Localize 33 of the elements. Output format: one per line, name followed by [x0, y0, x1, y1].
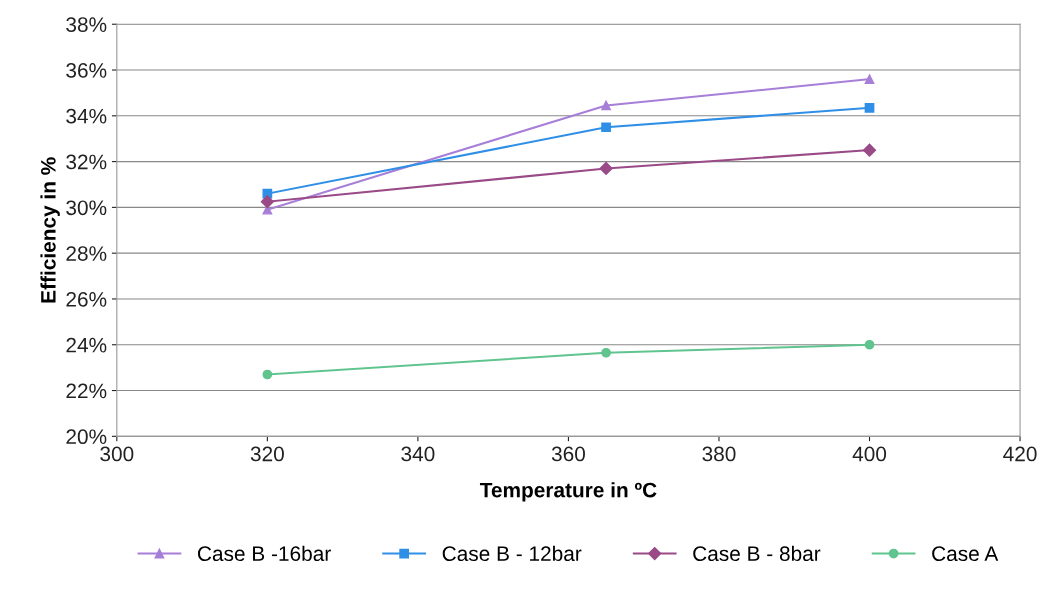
point	[864, 74, 875, 85]
legend-label: Case B -16bar	[197, 545, 331, 562]
point	[601, 100, 611, 111]
y-tick-label: 38%	[66, 17, 107, 32]
x-tick-label: 320	[250, 446, 284, 462]
point	[262, 369, 273, 380]
x-tick-label: 420	[1003, 446, 1037, 462]
y-tick-label: 24%	[66, 337, 107, 353]
point	[864, 339, 875, 350]
legend-label: Case A	[932, 546, 999, 562]
point	[864, 102, 875, 113]
y-tick-label: 28%	[66, 246, 107, 261]
point	[862, 143, 877, 157]
point	[601, 122, 611, 133]
y-tick-label: 32%	[66, 154, 107, 170]
y-tick-label: 20%	[66, 429, 107, 445]
point	[260, 195, 274, 209]
y-tick-label: 34%	[66, 108, 107, 124]
y-tick-label: 26%	[66, 291, 107, 307]
point	[601, 347, 611, 358]
x-tick-label: 380	[702, 446, 736, 462]
y-tick-label: 36%	[66, 63, 107, 78]
legend-label: Case B - 8bar	[693, 545, 821, 562]
x-tick-label: 400	[852, 446, 887, 462]
point	[599, 161, 613, 176]
x-axis-title: Temperature in ºC	[479, 482, 657, 502]
x-tick-label: 360	[551, 446, 585, 462]
y-axis-title: Efficiency in %	[40, 157, 60, 303]
legend-label: Case B - 12bar	[442, 545, 582, 562]
x-tick-label: 300	[100, 446, 134, 462]
x-tick-label: 340	[401, 446, 435, 462]
y-tick-label: 22%	[66, 383, 107, 399]
y-tick-label: 30%	[66, 200, 107, 216]
